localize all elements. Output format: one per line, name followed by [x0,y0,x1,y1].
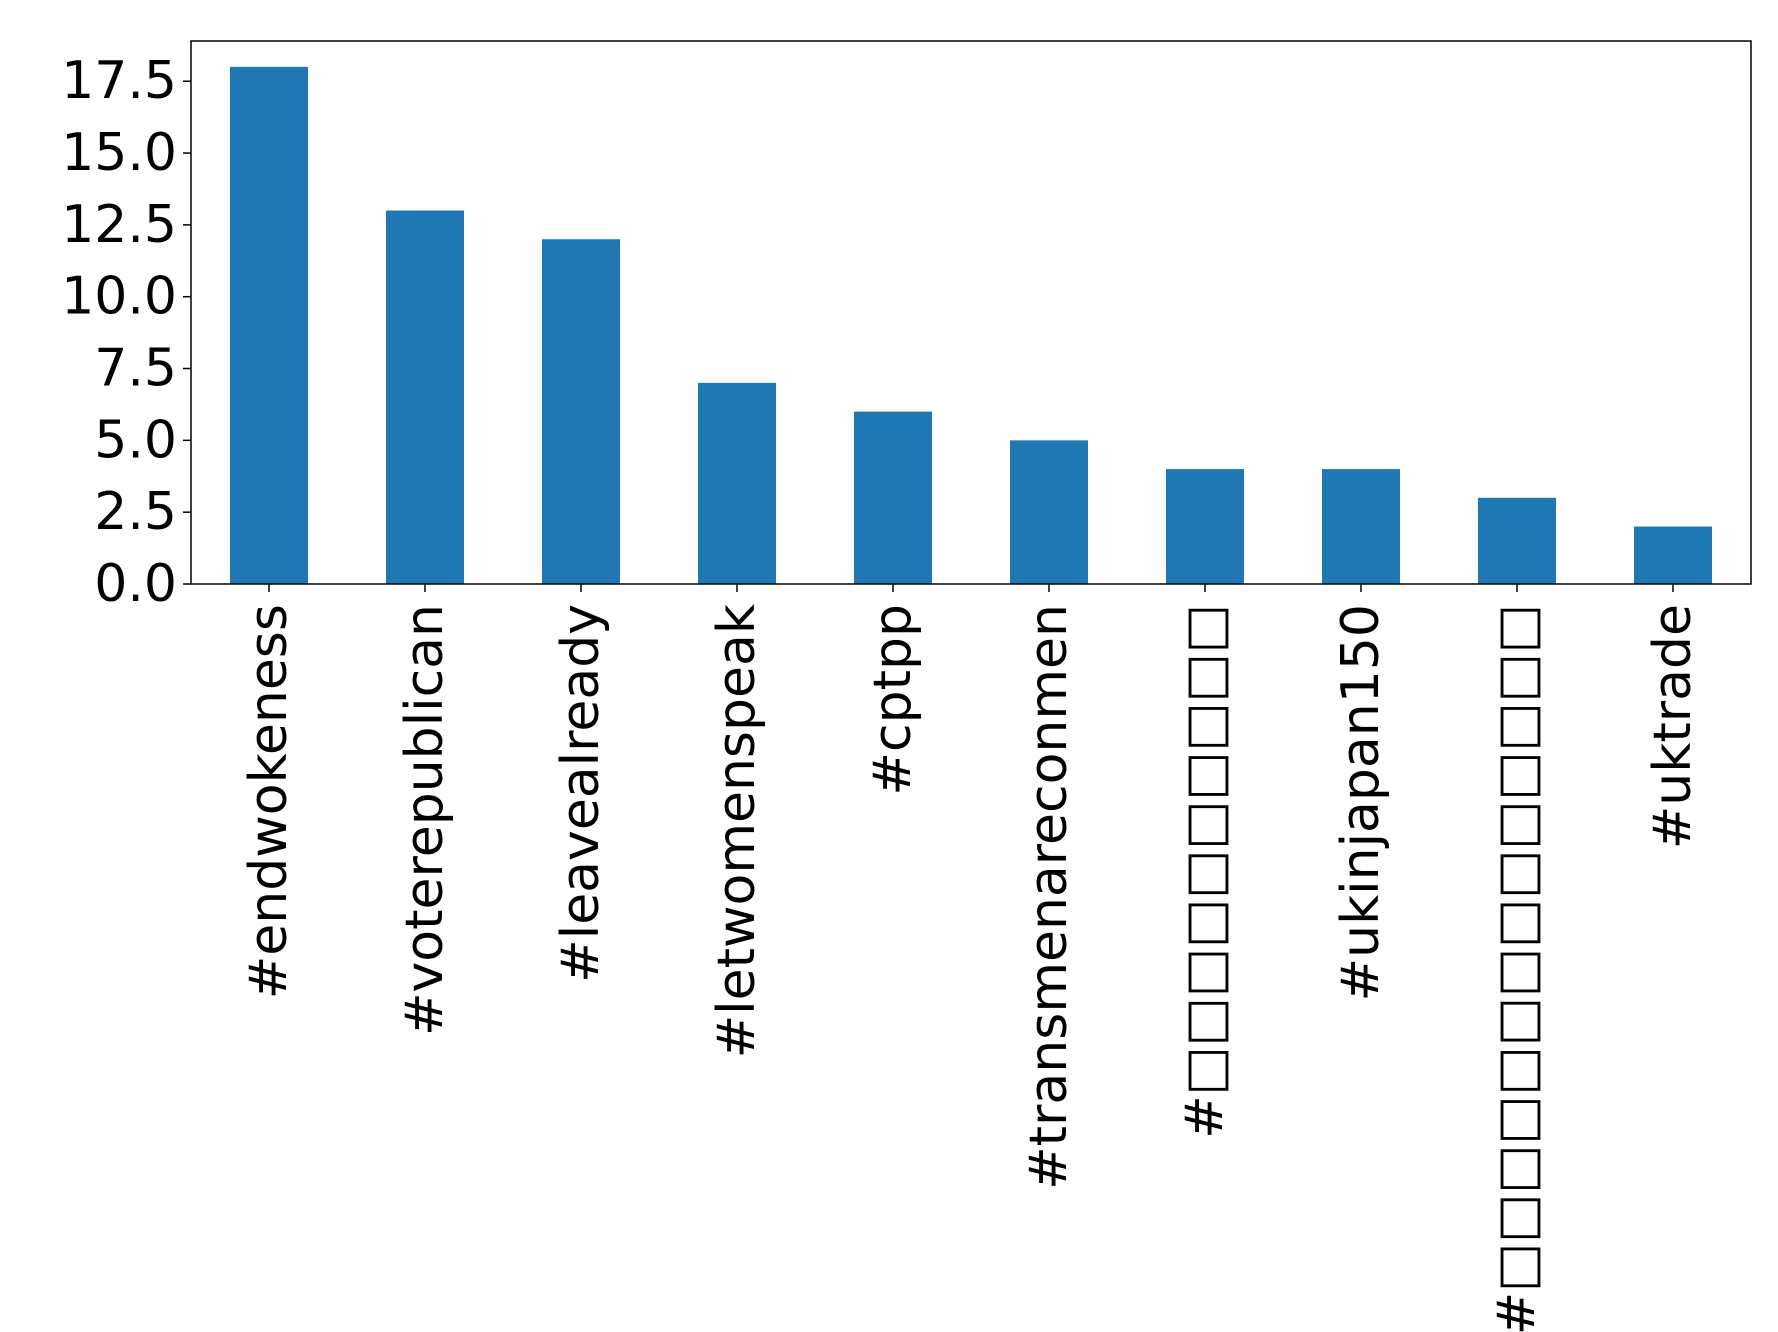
x-axis-ticks: #endwokeness #voterepublican #leavealready… [239,584,1703,1332]
y-tick-label-3: 7.5 [94,339,177,399]
y-tick-label-5: 12.5 [61,195,177,255]
y-tick-label-7: 17.5 [61,51,177,111]
x-tick-label-0: #endwokeness [239,604,299,999]
y-tick-label-4: 10.0 [61,267,177,327]
y-tick-label-6: 15.0 [61,123,177,183]
y-tick-label-0: 0.0 [94,554,177,614]
x-tick-label-2: #leavealready [551,604,611,983]
bar-2 [542,239,620,584]
x-tick-label-6: #□□□□□□□□□□ [1175,604,1235,1139]
bars [230,66,1712,585]
x-tick-label-1: #voterepublican [395,604,455,1036]
plot-frame [190,40,1752,585]
bar-5 [1010,440,1088,584]
x-tick-label-5: #transmenareconmen [1019,604,1079,1190]
y-tick-label-2: 5.0 [94,410,177,470]
x-tick-label-4: #cptpp [863,604,923,796]
bar-6 [1166,469,1244,584]
bar-9 [1634,526,1712,584]
bar-0 [230,66,308,585]
x-tick-label-9: #uktrade [1643,604,1703,849]
bar-8 [1478,497,1556,584]
bar-1 [386,210,464,584]
x-tick-label-3: #letwomenspeak [707,604,767,1058]
x-tick-label-8: #□□□□□□□□□□□□□□ [1487,604,1547,1332]
y-axis-ticks: 0.0 2.5 5.0 7.5 10.0 12.5 15.0 17.5 [61,51,191,614]
bar-7 [1322,469,1400,584]
bar-4 [854,411,932,584]
bar-3 [698,382,776,584]
y-tick-label-1: 2.5 [94,482,177,542]
x-tick-label-7: #ukinjapan150 [1331,604,1391,1001]
